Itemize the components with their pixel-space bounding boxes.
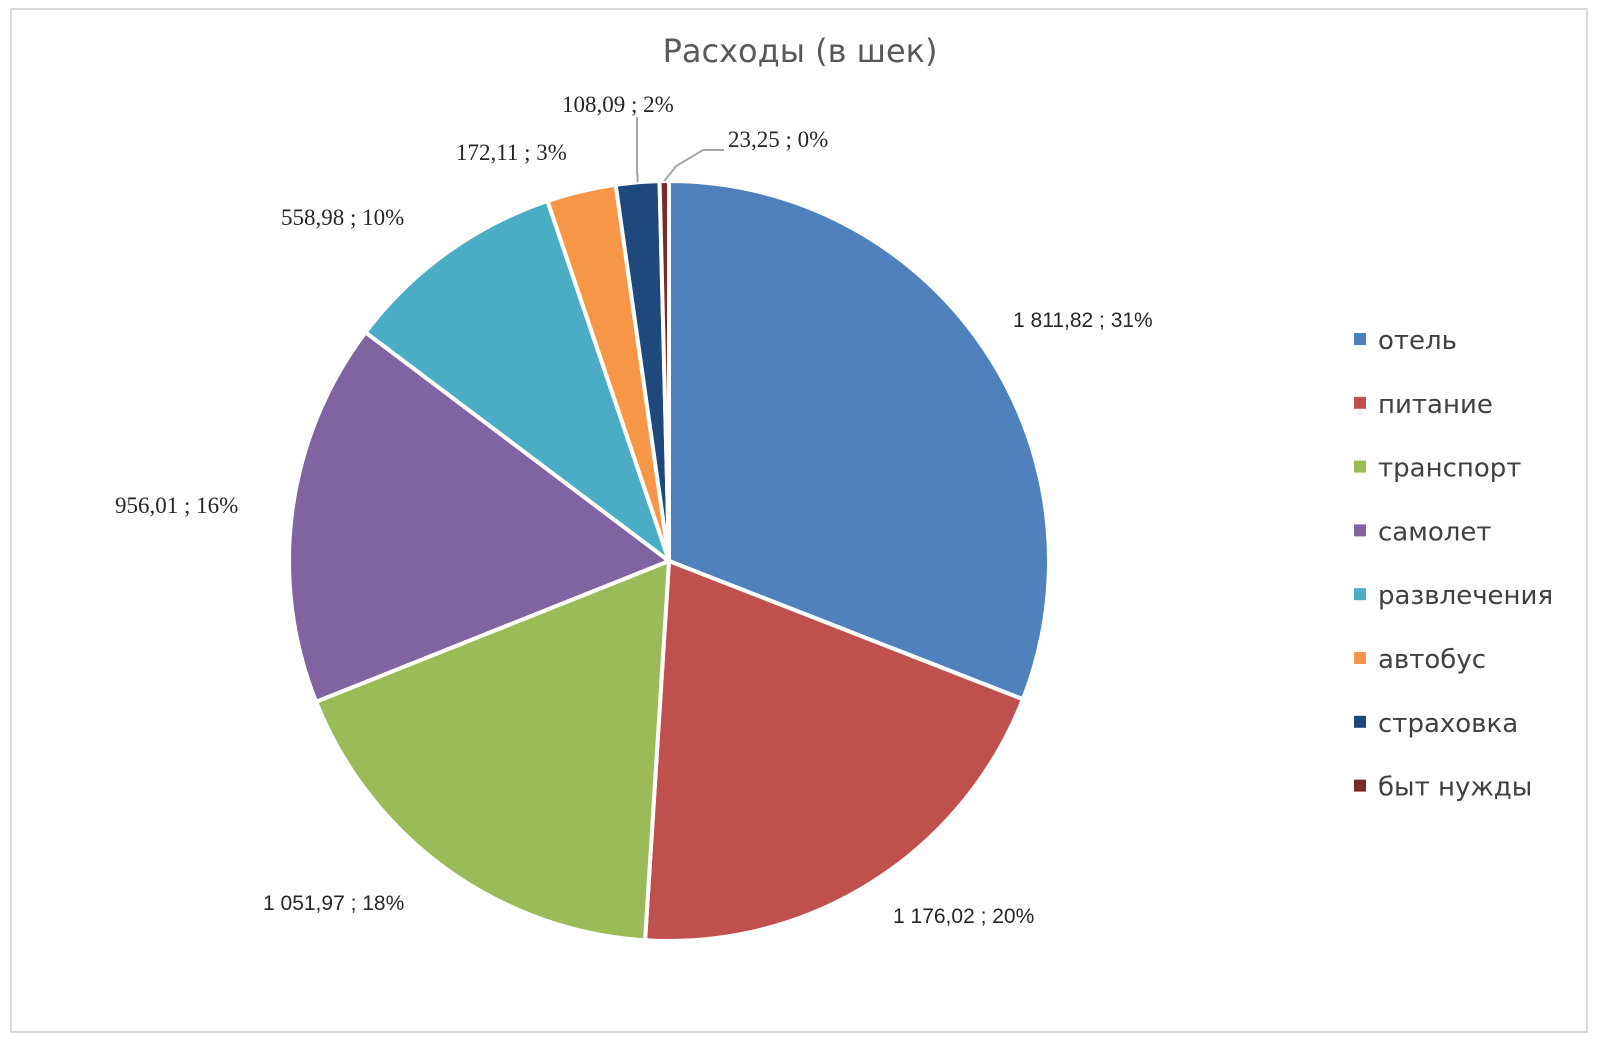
slice-1 — [667, 179, 1051, 702]
legend-entry-8: быт нужды — [1378, 773, 1532, 803]
data-label-7: 108,09 ; 2% — [562, 92, 674, 117]
legend-entry-6: автобус — [1378, 645, 1486, 675]
leader-lines — [636, 117, 724, 183]
legend-swatch-6 — [1354, 652, 1366, 664]
slice-2 — [643, 559, 1025, 943]
data-label-2: 1 176,02 ; 20% — [893, 905, 1034, 928]
chart-title: Расходы (в шек) — [663, 32, 938, 70]
legend-entry-4: самолет — [1378, 517, 1492, 547]
legend-swatch-2 — [1354, 396, 1366, 409]
legend-entry-3: транспорт — [1378, 454, 1521, 484]
legend-swatch-5 — [1354, 588, 1366, 601]
legend-swatch-7 — [1354, 715, 1366, 728]
legend-swatch-4 — [1354, 524, 1366, 537]
leader-line-7 — [636, 117, 639, 183]
legend: отель питание транспорт самолет развлечения а… — [1354, 326, 1553, 803]
slice-5 — [363, 198, 671, 563]
data-label-4: 956,01 ; 16% — [115, 493, 238, 518]
data-label-5: 558,98 ; 10% — [281, 205, 404, 230]
legend-entry-2: питание — [1378, 390, 1493, 420]
legend-entry-1: отель — [1378, 326, 1457, 356]
legend-swatch-3 — [1354, 460, 1366, 473]
slice-4 — [287, 330, 671, 704]
data-labels: 1 811,82 ; 31% 1 176,02 ; 20% 1 051,97 ; 1… — [115, 92, 1153, 928]
legend-entry-5: развлечения — [1378, 581, 1553, 611]
data-label-3: 1 051,97 ; 18% — [263, 892, 404, 915]
data-label-6: 172,11 ; 3% — [456, 140, 567, 165]
leader-line-8 — [663, 149, 724, 182]
data-label-1: 1 811,82 ; 31% — [1013, 309, 1153, 332]
pie-slices — [287, 178, 1051, 943]
legend-swatch-1 — [1354, 333, 1366, 345]
legend-swatch-8 — [1354, 779, 1366, 792]
slice-3 — [314, 559, 671, 943]
legend-entry-7: страховка — [1378, 709, 1518, 739]
data-label-8: 23,25 ; 0% — [728, 127, 828, 152]
